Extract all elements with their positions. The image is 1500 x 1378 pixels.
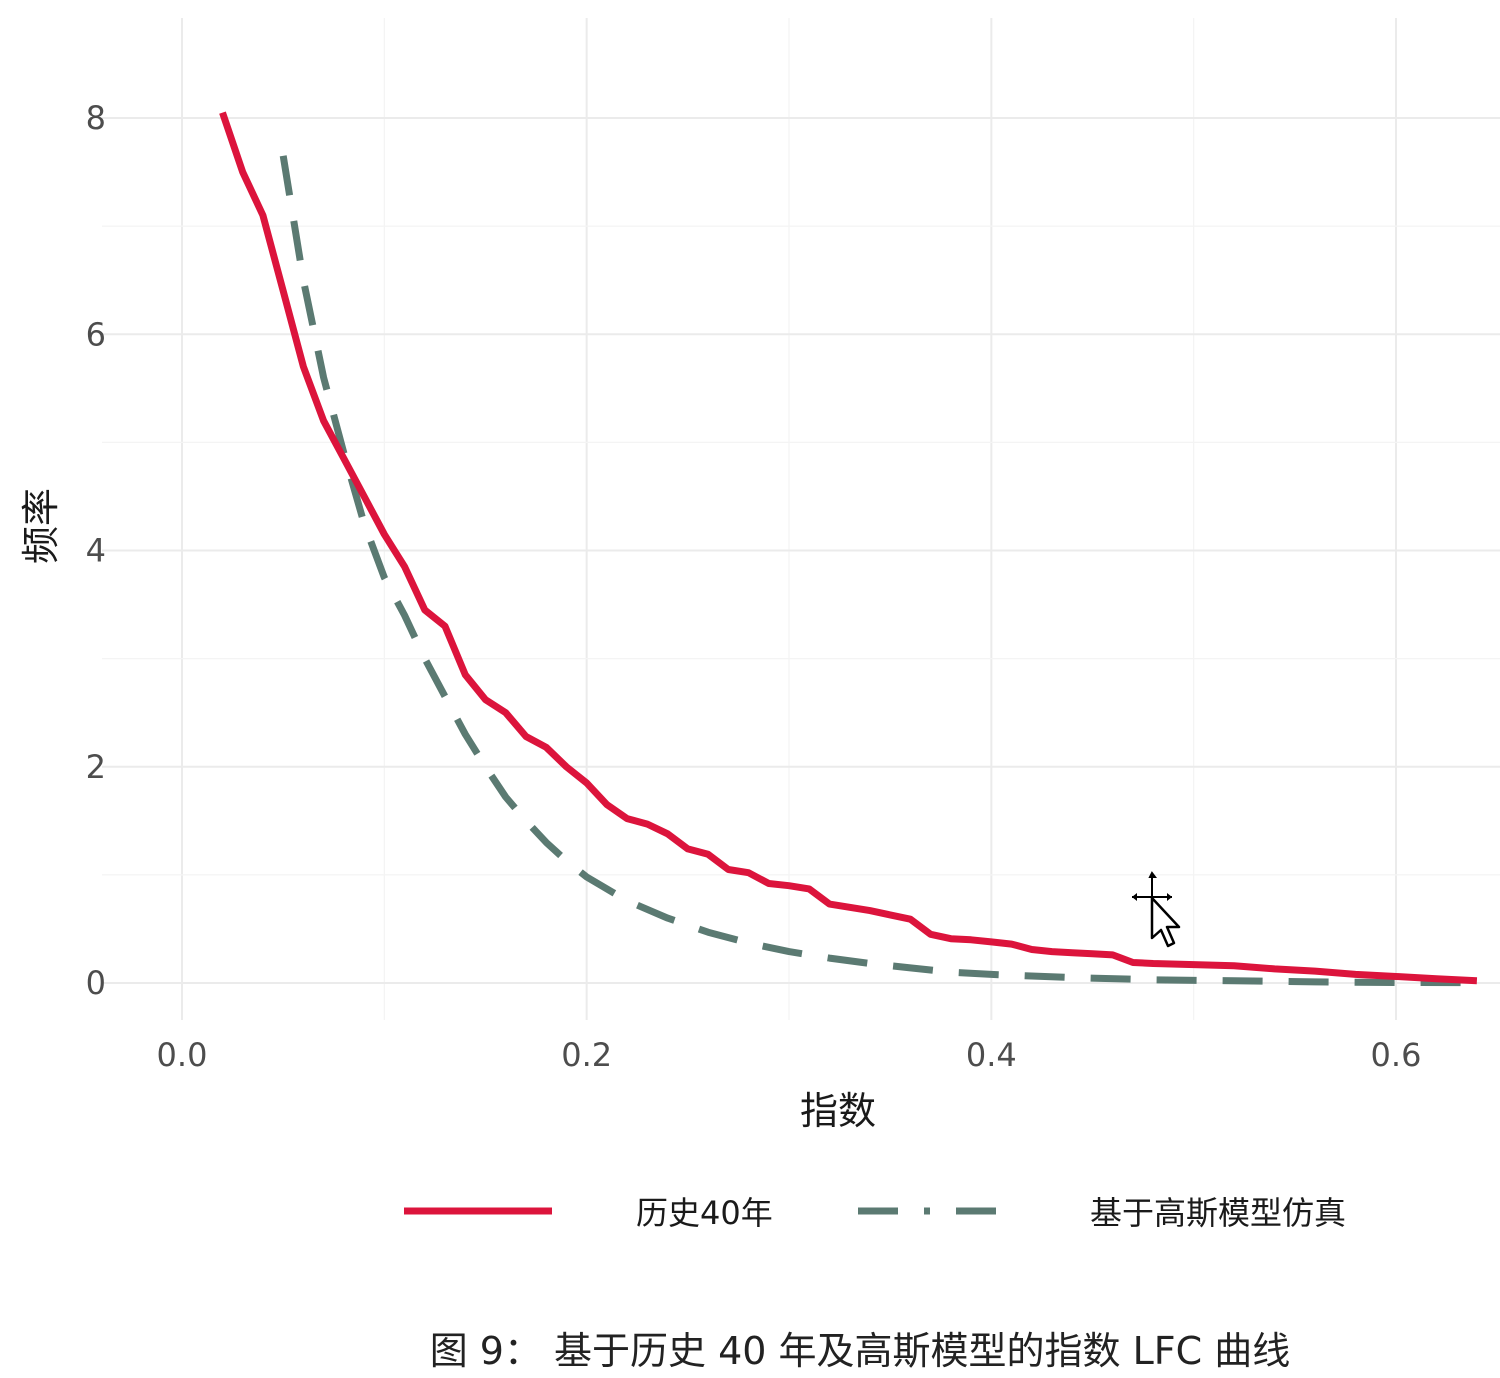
y-tick-label: 4 — [86, 532, 106, 570]
legend: 历史40年 基于高斯模型仿真 — [404, 1194, 1346, 1232]
series-line-historical — [219, 111, 1478, 985]
y-tick-label: 8 — [86, 99, 106, 137]
series-lines — [219, 111, 1478, 987]
figure-caption: 图 9： 基于历史 40 年及高斯模型的指数 LFC 曲线 — [430, 1329, 1291, 1373]
x-tick-label: 0.4 — [966, 1036, 1017, 1074]
legend-label-gaussian: 基于高斯模型仿真 — [1090, 1194, 1346, 1232]
grid-lines — [102, 18, 1500, 1020]
x-tick-label: 0.2 — [561, 1036, 612, 1074]
x-tick-label: 0.6 — [1371, 1036, 1422, 1074]
x-tick-label: 0.0 — [157, 1036, 208, 1074]
y-tick-label: 0 — [86, 964, 106, 1002]
x-axis-ticks: 0.0 0.2 0.4 0.6 — [157, 1036, 1422, 1074]
y-axis-title: 频率 — [19, 488, 63, 564]
y-axis-ticks: 0 2 4 6 8 — [86, 99, 106, 1002]
y-tick-label: 2 — [86, 748, 106, 786]
legend-label-historical: 历史40年 — [636, 1194, 773, 1232]
series-line-gaussian — [279, 155, 1477, 987]
move-cursor-icon — [1132, 871, 1181, 948]
x-axis-title: 指数 — [800, 1089, 876, 1133]
y-tick-label: 6 — [86, 315, 106, 353]
